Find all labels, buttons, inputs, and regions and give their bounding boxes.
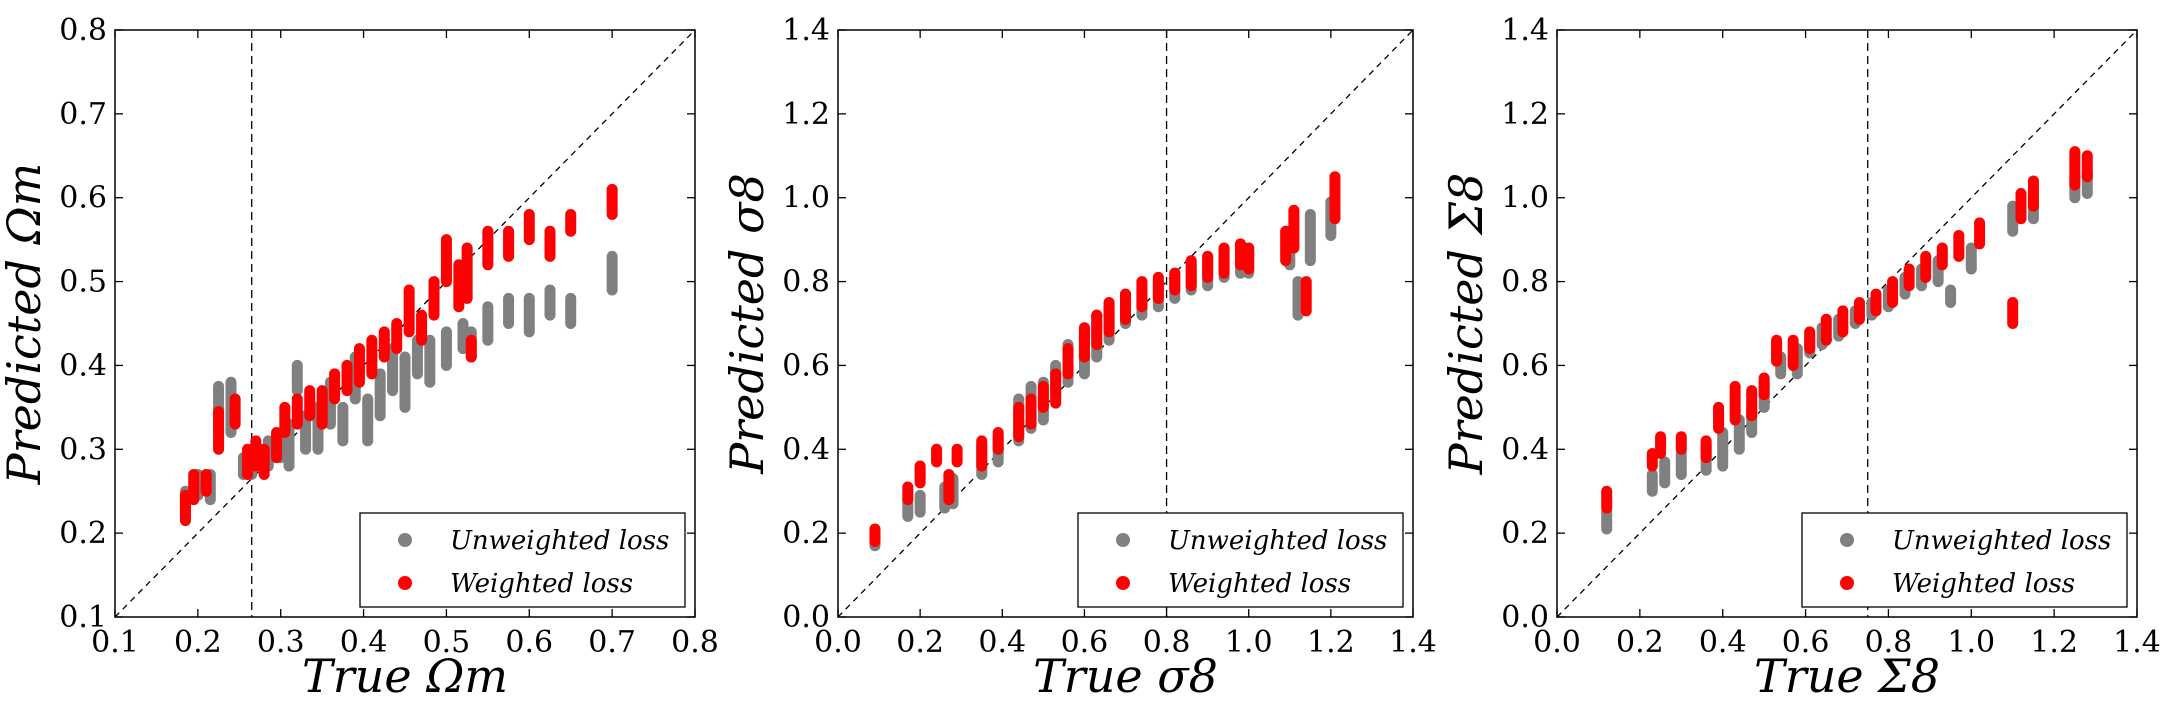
axes-frame xyxy=(1556,29,2138,618)
y-tick-label: 0.4 xyxy=(59,348,107,383)
data-marks xyxy=(1601,146,2093,535)
legend-box xyxy=(1801,512,2128,608)
y-tick-label: 0.2 xyxy=(59,516,107,551)
chart-panel-3: 0.0 0.2 0.4 0.6 0.8 1.0 1.2 1.4 0.0 0.2 0.4 0.6 0.8 1… xyxy=(1439,13,2160,703)
x-tick-label: 0.0 xyxy=(814,625,862,660)
legend-marker xyxy=(1840,533,1854,547)
y-tick-label: 1.2 xyxy=(782,97,830,132)
x-tick-label: 1.4 xyxy=(2113,625,2160,660)
y-axis-label: Predicted Ωm xyxy=(0,163,51,486)
chart-panel-1: 0.1 0.2 0.3 0.4 0.5 0.6 0.7 0.8 0.1 0.2 0.3 0.4 0.5 0… xyxy=(0,13,719,703)
x-tick-label: 0.4 xyxy=(340,625,388,660)
legend-label: Unweighted loss xyxy=(1168,526,1387,556)
x-tick-label: 0.4 xyxy=(1699,625,1747,660)
series-weighted xyxy=(1601,146,2093,514)
legend: Unweighted loss Weighted loss xyxy=(1077,512,1404,608)
y-tick-label: 0.0 xyxy=(782,600,830,635)
x-tick-label: 0.8 xyxy=(1143,625,1191,660)
x-axis-label: True σ8 xyxy=(1033,649,1218,703)
legend-label: Weighted loss xyxy=(1168,569,1351,599)
x-tick-label: 0.2 xyxy=(174,625,222,660)
data-marks xyxy=(179,183,618,527)
x-tick-label: 0.0 xyxy=(1533,625,1581,660)
x-tick-label: 1.2 xyxy=(2030,625,2078,660)
x-tick-label: 0.6 xyxy=(1061,625,1109,660)
x-tick-label: 0.8 xyxy=(1865,625,1913,660)
x-tick-label: 0.6 xyxy=(1782,625,1830,660)
legend-label: Weighted loss xyxy=(1892,569,2075,599)
legend-box xyxy=(359,512,686,608)
series-weighted xyxy=(869,171,1341,548)
y-tick-label: 0.6 xyxy=(1501,348,1549,383)
y-tick-label: 1.0 xyxy=(1501,181,1549,216)
y-tick-label: 1.2 xyxy=(1501,97,1549,132)
y-tick-label: 1.0 xyxy=(782,181,830,216)
chart-panel-2: 0.0 0.2 0.4 0.6 0.8 1.0 1.2 1.4 0.0 0.2 0.4 0.6 0.8 1… xyxy=(720,13,1437,703)
x-axis-label: True Σ8 xyxy=(1754,649,1940,703)
x-tick-label: 0.6 xyxy=(505,625,553,660)
x-tick-label: 0.2 xyxy=(896,625,944,660)
series-unweighted xyxy=(1601,167,2093,535)
legend-marker xyxy=(1116,576,1130,590)
x-tick-label: 0.7 xyxy=(588,625,636,660)
y-tick-label: 0.2 xyxy=(1501,516,1549,551)
y-tick-label: 0.8 xyxy=(1501,265,1549,300)
x-tick-label: 1.2 xyxy=(1307,625,1355,660)
x-tick-label: 0.4 xyxy=(978,625,1026,660)
y-tick-label: 0.1 xyxy=(59,600,107,635)
y-axis-label: Predicted σ8 xyxy=(720,173,774,475)
y-tick-label: 1.4 xyxy=(1501,13,1549,48)
y-tick-label: 0.6 xyxy=(782,348,830,383)
legend-label: Unweighted loss xyxy=(1892,526,2111,556)
legend-label: Weighted loss xyxy=(450,569,633,599)
axes-frame xyxy=(114,29,696,618)
x-axis-label: True Ωm xyxy=(302,649,508,703)
x-tick-label: 1.0 xyxy=(1225,625,1273,660)
axes-frame xyxy=(837,29,1414,618)
legend-marker xyxy=(398,576,412,590)
y-tick-label: 0.5 xyxy=(59,265,107,300)
y-tick-label: 0.4 xyxy=(782,432,830,467)
series-unweighted xyxy=(869,196,1337,552)
x-tick-label: 0.2 xyxy=(1616,625,1664,660)
x-tick-label: 1.0 xyxy=(1947,625,1995,660)
legend-label: Unweighted loss xyxy=(450,526,669,556)
y-tick-label: 0.8 xyxy=(59,13,107,48)
x-tick-label: 1.4 xyxy=(1389,625,1437,660)
legend: Unweighted loss Weighted loss xyxy=(359,512,686,608)
legend-marker xyxy=(1116,533,1130,547)
y-tick-label: 0.7 xyxy=(59,97,107,132)
y-tick-label: 0.4 xyxy=(1501,432,1549,467)
y-tick-label: 0.6 xyxy=(59,181,107,216)
legend-marker xyxy=(1840,576,1854,590)
legend-marker xyxy=(398,533,412,547)
x-tick-label: 0.1 xyxy=(91,625,139,660)
y-tick-label: 0.3 xyxy=(59,432,107,467)
series-weighted xyxy=(179,183,618,527)
legend-box xyxy=(1077,512,1404,608)
x-tick-label: 0.3 xyxy=(257,625,305,660)
y-tick-label: 1.4 xyxy=(782,13,830,48)
data-marks xyxy=(869,171,1341,552)
y-tick-label: 0.8 xyxy=(782,265,830,300)
y-tick-label: 0.0 xyxy=(1501,600,1549,635)
legend: Unweighted loss Weighted loss xyxy=(1801,512,2128,608)
x-tick-label: 0.8 xyxy=(671,625,719,660)
y-tick-label: 0.2 xyxy=(782,516,830,551)
x-tick-label: 0.5 xyxy=(423,625,471,660)
y-axis-label: Predicted Σ8 xyxy=(1439,173,1493,476)
